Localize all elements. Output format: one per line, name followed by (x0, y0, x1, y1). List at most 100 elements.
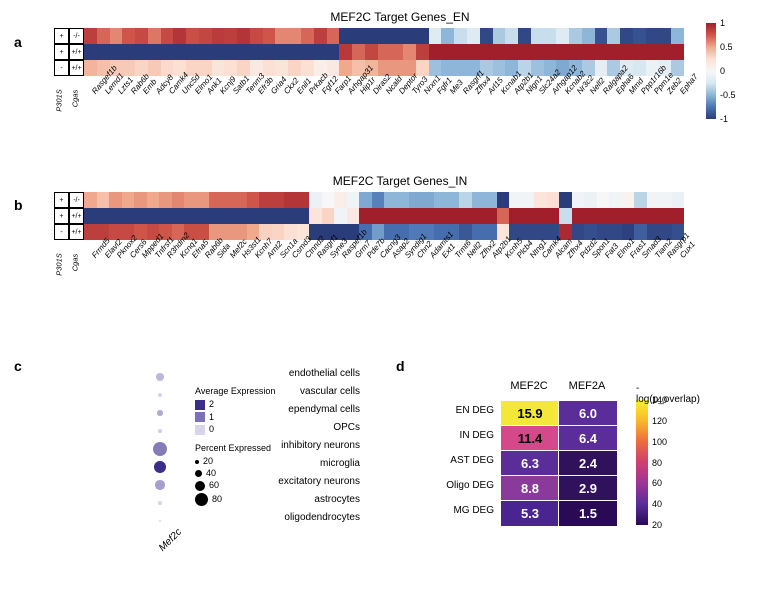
heatmap-cell (390, 44, 403, 60)
celltype-label: oligodendrocytes (245, 512, 360, 523)
heatmap-cell (509, 208, 522, 224)
heatmap-cell (531, 28, 544, 44)
heatmap-cell (497, 208, 510, 224)
heatmap-cell (454, 44, 467, 60)
heatmap-cell (509, 192, 522, 208)
heatmap-cell (607, 28, 620, 44)
heatmap-cell (84, 60, 97, 76)
d-cell: 6.0 (558, 400, 618, 427)
heatmap-cell (556, 28, 569, 44)
heatmap-cell (522, 208, 535, 224)
heatmap-cell (147, 208, 160, 224)
heatmap-cell (122, 60, 135, 76)
heatmap-cell (284, 208, 297, 224)
heatmap-cell (671, 60, 684, 76)
heatmap-cell (397, 192, 410, 208)
heatmap-cell (172, 208, 185, 224)
heatmap-cell (441, 44, 454, 60)
heatmap-cell (672, 208, 685, 224)
heatmap-cell (620, 28, 633, 44)
heatmap-cell (646, 28, 659, 44)
heatmap-cell (658, 44, 671, 60)
d-row-label: AST DEG (430, 455, 494, 466)
heatmap-cell (237, 44, 250, 60)
heatmap-cell (135, 28, 148, 44)
heatmap-cell (301, 44, 314, 60)
heatmap-cell (122, 28, 135, 44)
heatmap-cell (372, 208, 385, 224)
heatmap-cell (134, 208, 147, 224)
heatmap-cell (467, 28, 480, 44)
heatmap-cell (572, 192, 585, 208)
dot (157, 410, 162, 415)
heatmap-cell (199, 28, 212, 44)
heatmap-cell (658, 28, 671, 44)
heatmap-cell (135, 44, 148, 60)
heatmap-cell (314, 28, 327, 44)
heatmap-cell (633, 28, 646, 44)
heatmap-cell (197, 208, 210, 224)
heatmap-cell (272, 224, 285, 240)
heatmap-cell (297, 208, 310, 224)
heatmap-cell (609, 208, 622, 224)
heatmap-cell (472, 224, 485, 240)
heatmap-cell (173, 44, 186, 60)
heatmap-cell (634, 208, 647, 224)
dot (158, 393, 162, 397)
heatmap-cell (634, 192, 647, 208)
heatmap-cell (212, 60, 225, 76)
heatmap-cell (222, 224, 235, 240)
heatmap-cell (109, 192, 122, 208)
heatmap-cell (84, 224, 97, 240)
heatmap-cell (212, 44, 225, 60)
heatmap-cell (620, 44, 633, 60)
heatmap-cell (284, 192, 297, 208)
heatmap-cell (148, 28, 161, 44)
heatmap-cell (429, 28, 442, 44)
panel-label-c: c (14, 358, 22, 374)
heatmap-cell (110, 28, 123, 44)
d-row-label: EN DEG (430, 405, 494, 416)
heatmap-cell (272, 192, 285, 208)
heatmap-cell (597, 208, 610, 224)
heatmap-cell (384, 208, 397, 224)
heatmap-cell (250, 44, 263, 60)
heatmap-cell (147, 192, 160, 208)
heatmap-cell (222, 192, 235, 208)
heatmap-cell (275, 28, 288, 44)
heatmap-cell (484, 192, 497, 208)
d-colorbar: -log(p_overlap)14012010080604020 (636, 400, 648, 525)
heatmap-cell (480, 28, 493, 44)
heatmap-cell (647, 208, 660, 224)
heatmap-cell (609, 224, 622, 240)
heatmap-cell (275, 44, 288, 60)
heatmap-cell (97, 208, 110, 224)
heatmap-cell (263, 60, 276, 76)
heatmap-cell (497, 192, 510, 208)
heatmap-cell (544, 44, 557, 60)
heatmap-cell (259, 208, 272, 224)
heatmap-cell (505, 28, 518, 44)
heatmap-cell (148, 60, 161, 76)
d-cell: 2.4 (558, 450, 618, 477)
heatmap-cell (250, 28, 263, 44)
heatmap-cell (647, 192, 660, 208)
heatmap-cell (434, 192, 447, 208)
title-b: MEF2C Target Genes_IN (200, 174, 600, 188)
heatmap-cell (459, 192, 472, 208)
heatmap-cell (518, 28, 531, 44)
heatmap-cell (359, 208, 372, 224)
heatmap-cell (161, 28, 174, 44)
heatmap-cell (161, 44, 174, 60)
heatmap-cell (633, 60, 646, 76)
heatmap-cell (422, 208, 435, 224)
heatmap-cell (199, 44, 212, 60)
heatmap-cell (493, 44, 506, 60)
d-cell: 15.9 (500, 400, 560, 427)
d-row-label: IN DEG (430, 430, 494, 441)
heatmap-cell (659, 192, 672, 208)
heatmap-cell (559, 192, 572, 208)
heatmap-cell (659, 208, 672, 224)
heatmap-cell (186, 44, 199, 60)
heatmap-cell (234, 192, 247, 208)
